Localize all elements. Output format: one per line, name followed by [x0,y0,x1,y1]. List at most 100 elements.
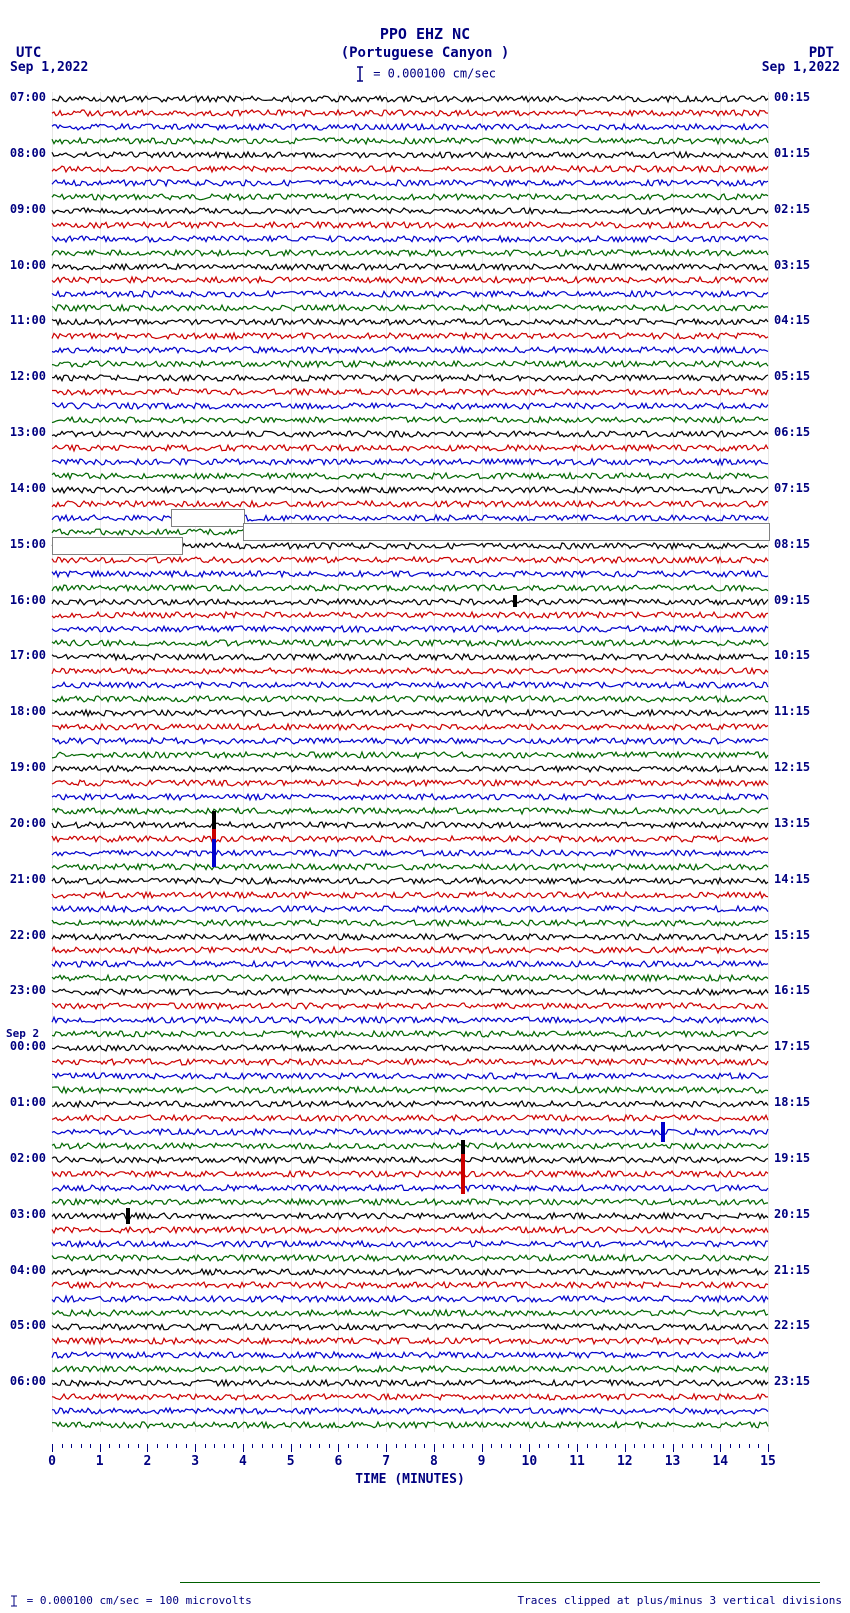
scale-note: = 0.000100 cm/sec [0,65,850,83]
pdt-hour-label: 21:15 [774,1263,814,1277]
utc-hour-label: 07:00 [6,90,46,104]
pdt-hour-label: 06:15 [774,425,814,439]
pdt-hour-label: 18:15 [774,1095,814,1109]
tick-label: 6 [334,1454,342,1469]
utc-hour-label: 10:00 [6,258,46,272]
tick-minor [510,1444,511,1448]
footer-right: Traces clipped at plus/minus 3 vertical … [517,1594,842,1607]
pdt-hour-label: 16:15 [774,983,814,997]
tick-label: 13 [665,1454,681,1469]
seismic-event [126,1208,130,1224]
tick-minor [319,1444,320,1448]
utc-hour-label: 17:00 [6,648,46,662]
utc-hour-label: 00:00 [6,1039,46,1053]
utc-hour-label: 18:00 [6,704,46,718]
pdt-hour-label: 15:15 [774,928,814,942]
tick-minor [128,1444,129,1448]
tick-major [243,1444,244,1452]
tick-minor [663,1444,664,1448]
utc-hour-label: 15:00 [6,537,46,551]
utc-hour-label: 03:00 [6,1207,46,1221]
pdt-hour-label: 14:15 [774,872,814,886]
data-gap [243,523,770,541]
utc-hour-label: 05:00 [6,1318,46,1332]
tick-label: 3 [191,1454,199,1469]
x-axis-label: TIME (MINUTES) [52,1472,768,1487]
tick-major [386,1444,387,1452]
seismic-event [513,595,517,607]
tick-minor [396,1444,397,1448]
pdt-hour-label: 10:15 [774,648,814,662]
footer-left: = 0.000100 cm/sec = 100 microvolts [8,1594,252,1607]
tick-minor [71,1444,72,1448]
tick-minor [205,1444,206,1448]
pdt-hour-label: 07:15 [774,481,814,495]
tick-minor [62,1444,63,1448]
utc-hour-label: 16:00 [6,593,46,607]
tick-major [52,1444,53,1452]
utc-hour-label: 11:00 [6,313,46,327]
seismic-event [461,1154,465,1194]
tick-major [577,1444,578,1452]
pdt-hour-label: 13:15 [774,816,814,830]
tick-minor [491,1444,492,1448]
tick-minor [501,1444,502,1448]
tick-minor [739,1444,740,1448]
tick-label: 15 [760,1454,776,1469]
pdt-hour-label: 01:15 [774,146,814,160]
data-gap [171,509,245,527]
tick-major [720,1444,721,1452]
tick-minor [138,1444,139,1448]
tick-minor [167,1444,168,1448]
utc-hour-label: 09:00 [6,202,46,216]
tick-major [291,1444,292,1452]
tick-minor [558,1444,559,1448]
tick-minor [749,1444,750,1448]
tick-minor [233,1444,234,1448]
utc-hour-label: 20:00 [6,816,46,830]
pdt-hour-label: 04:15 [774,313,814,327]
tick-minor [596,1444,597,1448]
x-axis: TIME (MINUTES) 0123456789101112131415 [52,1444,768,1474]
tick-label: 7 [382,1454,390,1469]
tick-minor [348,1444,349,1448]
tick-label: 2 [144,1454,152,1469]
tick-minor [463,1444,464,1448]
tick-major [529,1444,530,1452]
header-title: PPO EHZ NC (Portuguese Canyon ) [0,25,850,61]
utc-hour-label: 23:00 [6,983,46,997]
utc-hour-label: 01:00 [6,1095,46,1109]
timezone-left: UTC [16,45,41,61]
tick-minor [186,1444,187,1448]
pdt-hour-label: 20:15 [774,1207,814,1221]
tick-minor [520,1444,521,1448]
utc-hour-label: 04:00 [6,1263,46,1277]
tick-minor [758,1444,759,1448]
utc-hour-label: 08:00 [6,146,46,160]
tick-label: 9 [478,1454,486,1469]
tick-minor [272,1444,273,1448]
tick-minor [405,1444,406,1448]
tick-minor [587,1444,588,1448]
tick-major [768,1444,769,1452]
pdt-hour-label: 02:15 [774,202,814,216]
tick-major [338,1444,339,1452]
tick-minor [281,1444,282,1448]
tick-major [434,1444,435,1452]
tick-minor [606,1444,607,1448]
pdt-hour-label: 17:15 [774,1039,814,1053]
tick-minor [157,1444,158,1448]
tick-minor [310,1444,311,1448]
utc-hour-label: 22:00 [6,928,46,942]
tick-minor [453,1444,454,1448]
tick-major [195,1444,196,1452]
tick-label: 14 [712,1454,728,1469]
tick-label: 1 [96,1454,104,1469]
tick-minor [682,1444,683,1448]
tick-minor [615,1444,616,1448]
tick-minor [653,1444,654,1448]
tick-minor [119,1444,120,1448]
pdt-hour-label: 03:15 [774,258,814,272]
tick-minor [109,1444,110,1448]
tick-minor [262,1444,263,1448]
